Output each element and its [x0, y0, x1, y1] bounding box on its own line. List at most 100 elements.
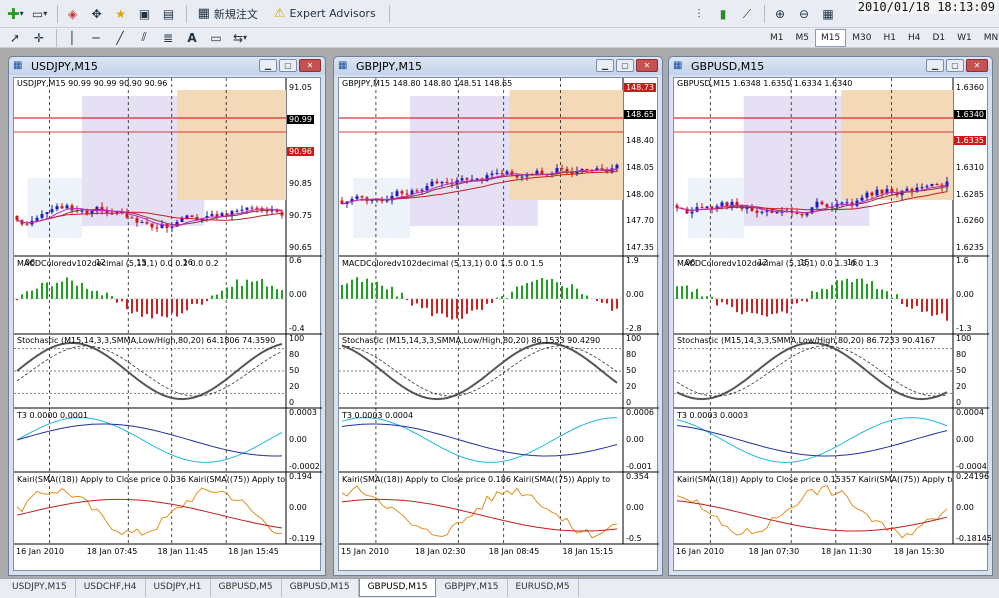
macd-bar — [411, 298, 413, 306]
trendline-icon: ╱ — [116, 30, 124, 45]
candle — [925, 186, 929, 188]
candle — [750, 207, 754, 211]
timeframe-h1[interactable]: H1 — [883, 33, 896, 43]
candlestick-button[interactable]: ▮ — [712, 4, 734, 24]
kairi-axis-label: 0.00 — [289, 503, 307, 512]
horizontal-line-tool[interactable]: ─ — [85, 28, 107, 48]
crosshair-move-icon: ✥ — [91, 6, 102, 21]
macd-bar — [846, 278, 848, 299]
timeframe-mn[interactable]: MN — [983, 33, 999, 43]
chart-tab[interactable]: GBPUSD,M15 — [358, 579, 437, 597]
profiles-button[interactable]: ▭ ▾ — [31, 6, 48, 21]
kairi-label: Kairi(SMA((18)) Apply to Close price 0.1… — [342, 475, 611, 484]
line-chart-button[interactable]: ⟋ — [736, 4, 758, 24]
macd-bar — [101, 295, 103, 299]
timeframe-h4[interactable]: H4 — [907, 33, 921, 43]
minimize-button[interactable]: ▁ — [926, 59, 944, 72]
tester-button[interactable]: ▤ — [158, 4, 180, 24]
chart-workspace: ▦ USDJPY,M15 ▁ ▢ ✕ USDJPY,M15 90.99 90.99 90.… — [0, 48, 999, 578]
macd-bar — [471, 298, 473, 311]
candle — [765, 209, 769, 212]
label-tool[interactable]: ▭ — [205, 28, 227, 48]
close-button[interactable]: ✕ — [966, 59, 988, 72]
navigator-button[interactable]: ✥ — [86, 4, 108, 24]
candle — [350, 198, 354, 202]
chart-window-usdjpy[interactable]: ▦ USDJPY,M15 ▁ ▢ ✕ USDJPY,M15 90.99 90.99 90.… — [8, 56, 326, 576]
session-zone — [177, 90, 286, 200]
chart-area[interactable]: GBPJPY,M15 148.80 148.80 148.51 148.65 MA… — [338, 77, 659, 571]
tile-windows-button[interactable]: ▦ — [817, 4, 839, 24]
chart-tab[interactable]: EURUSD,M5 — [508, 579, 579, 597]
fibo-tool[interactable]: ≣ — [157, 28, 179, 48]
macd-bar — [916, 298, 918, 306]
candle — [560, 167, 564, 169]
candle — [35, 217, 39, 221]
timeframe-m5[interactable]: M5 — [795, 33, 810, 43]
channel-tool[interactable]: ⫽ — [133, 28, 155, 48]
t3-axis-label: 0.0004 — [956, 408, 984, 417]
text-tool[interactable]: A — [181, 28, 203, 48]
label-icon: ▭ — [210, 30, 222, 45]
maximize-button[interactable]: ▢ — [279, 59, 297, 72]
macd-bar — [86, 288, 88, 299]
close-button[interactable]: ✕ — [299, 59, 321, 72]
new-chart-button[interactable]: ✚ ▾ — [7, 4, 24, 23]
window-title-bar[interactable]: ▦ GBPJPY,M15 — [334, 57, 662, 75]
chart-area[interactable]: USDJPY,M15 90.99 90.99 90.90 90.96 MACDCo… — [13, 77, 322, 571]
maximize-button[interactable]: ▢ — [616, 59, 634, 72]
timeframe-d1[interactable]: D1 — [932, 33, 946, 43]
window-title-bar[interactable]: ▦ USDJPY,M15 — [9, 57, 325, 75]
candle — [225, 213, 229, 216]
expert-advisors-button[interactable]: ⚠ Expert Advisors — [273, 6, 376, 21]
candle — [415, 190, 419, 192]
price-tag: 148.73 — [624, 83, 656, 92]
chart-window-gbpusd[interactable]: ▦ GBPUSD,M15 ▁ ▢ ✕ GBPUSD,M15 1.6348 1.6350 1… — [668, 56, 993, 576]
vertical-line-tool[interactable]: │ — [61, 28, 83, 48]
drawing-toolbar: ➚ ✛ │ ─ ╱ ⫽ ≣ A ▭ ⇆ ▾ M1 M5 M15 M30 H1 H4 D1 W1 M… — [0, 28, 999, 48]
terminal-button[interactable]: ▣ — [134, 4, 156, 24]
new-order-button[interactable]: ▦ 新規注文 — [197, 6, 258, 21]
minimize-button[interactable]: ▁ — [596, 59, 614, 72]
t3-axis-label: 0.00 — [289, 435, 307, 444]
macd-bar — [901, 298, 903, 304]
bar-chart-button[interactable]: ⫶ — [688, 4, 710, 24]
chart-area[interactable]: GBPUSD,M15 1.6348 1.6350 1.6334 1.6340 MA… — [673, 77, 992, 571]
candle — [850, 202, 854, 206]
timeframe-m15[interactable]: M15 — [815, 29, 847, 47]
macd-axis-label: -1.3 — [956, 324, 972, 333]
macd-bar — [861, 278, 863, 299]
favorites-button[interactable]: ★ — [110, 4, 132, 24]
price-axis-label: 1.6310 — [956, 163, 984, 172]
zoom-in-button[interactable]: ⊕ — [769, 4, 791, 24]
window-title-bar[interactable]: ▦ GBPUSD,M15 — [669, 57, 992, 75]
arrows-tool[interactable]: ⇆ ▾ — [232, 30, 248, 45]
chart-tab[interactable]: GBPUSD,M5 — [211, 579, 282, 597]
timeframe-w1[interactable]: W1 — [957, 33, 972, 43]
candle — [275, 210, 279, 213]
candle — [15, 215, 19, 221]
macd-axis-label: -2.8 — [626, 324, 642, 333]
macd-bar — [416, 298, 418, 304]
chart-window-gbpjpy[interactable]: ▦ GBPJPY,M15 ▁ ▢ ✕ GBPJPY,M15 148.80 148.80 1… — [333, 56, 663, 576]
crosshair-tool[interactable]: ✛ — [28, 28, 50, 48]
kairi-axis-label: -0.119 — [289, 534, 315, 543]
chart-tab[interactable]: USDCHF,H4 — [76, 579, 146, 597]
chart-tab[interactable]: GBPJPY,M15 — [436, 579, 508, 597]
chart-tab[interactable]: GBPUSD,M15 — [282, 579, 359, 597]
candle — [245, 207, 249, 210]
trendline-tool[interactable]: ╱ — [109, 28, 131, 48]
cursor-tool[interactable]: ➚ — [4, 28, 26, 48]
chart-tab[interactable]: USDJPY,H1 — [146, 579, 211, 597]
candle — [45, 212, 49, 215]
chart-tab[interactable]: USDJPY,M15 — [4, 579, 76, 597]
market-watch-button[interactable]: ◈ — [62, 4, 84, 24]
timeframe-m1[interactable]: M1 — [770, 33, 784, 43]
zoom-out-button[interactable]: ⊖ — [793, 4, 815, 24]
minimize-button[interactable]: ▁ — [259, 59, 277, 72]
maximize-button[interactable]: ▢ — [946, 59, 964, 72]
timeframe-m30[interactable]: M30 — [852, 33, 872, 43]
candle — [465, 178, 469, 180]
candle — [55, 206, 59, 210]
window-icon: ▭ — [31, 6, 44, 21]
close-button[interactable]: ✕ — [636, 59, 658, 72]
